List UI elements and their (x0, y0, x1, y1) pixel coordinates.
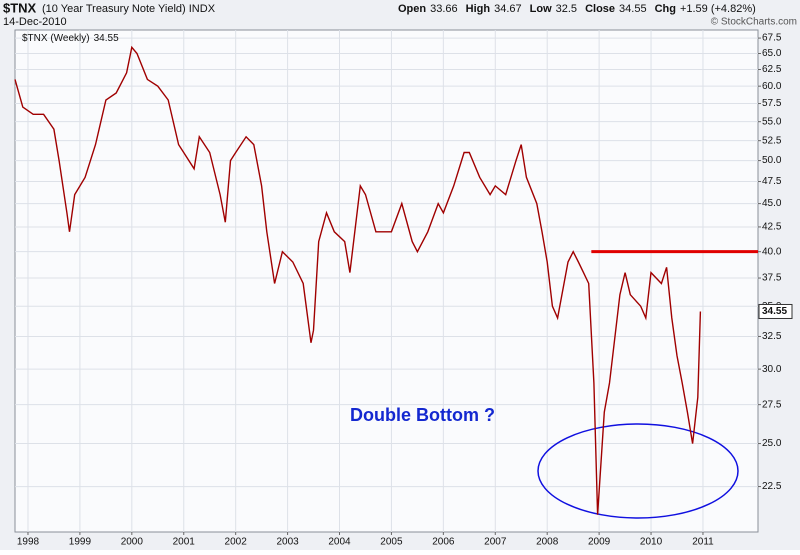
quote-label: Low (530, 3, 552, 15)
y-tick-label: 25.0 (762, 438, 782, 449)
quote-label: Chg (655, 3, 676, 15)
legend-last: 34.55 (94, 33, 119, 44)
x-tick-label: 2005 (380, 537, 403, 548)
quote-value: 33.66 (430, 3, 458, 15)
y-tick-label: 32.5 (762, 331, 782, 342)
x-tick-label: 2008 (536, 537, 559, 548)
source: © StockCharts.com (711, 17, 797, 28)
plot-area (14, 29, 759, 533)
chart-title: (10 Year Treasury Note Yield) INDX (42, 3, 216, 15)
legend-name: $TNX (Weekly) (22, 33, 90, 44)
y-tick-label: 52.5 (762, 135, 782, 146)
x-tick-label: 2011 (692, 537, 714, 548)
y-tick-label: 42.5 (762, 222, 782, 233)
y-tick-label: 22.5 (762, 481, 782, 492)
quote-label: Close (585, 3, 615, 15)
quote-value: 34.55 (619, 3, 647, 15)
annotation: Double Bottom ? (350, 405, 495, 425)
price-tag-label: 34.55 (762, 306, 787, 317)
x-tick-label: 2002 (225, 537, 248, 548)
grid-layer (15, 30, 758, 532)
y-tick-label: 67.5 (762, 33, 782, 44)
y-tick-label: 60.0 (762, 81, 782, 92)
x-tick-label: 2009 (588, 537, 611, 548)
y-tick-label: 37.5 (762, 273, 782, 284)
x-tick-label: 1998 (17, 537, 40, 548)
quote-label: High (466, 3, 491, 15)
price-tag (758, 303, 793, 319)
x-tick-label: 2004 (328, 537, 351, 548)
ellipse-annotation (537, 423, 739, 519)
quote-label: Open (398, 3, 426, 15)
y-tick-label: 50.0 (762, 155, 782, 166)
symbol: $TNX (3, 0, 37, 15)
x-tick-label: 2010 (640, 537, 663, 548)
y-tick-label: 30.0 (762, 364, 782, 375)
y-tick-label: 47.5 (762, 176, 782, 187)
y-tick-label: 57.5 (762, 98, 782, 109)
date: 14-Dec-2010 (3, 16, 67, 28)
y-tick-label: 55.0 (762, 116, 782, 127)
y-tick-label: 40.0 (762, 246, 782, 257)
x-tick-label: 2001 (173, 537, 196, 548)
y-tick-label: 45.0 (762, 198, 782, 209)
legend: $TNX (Weekly) 34.55 (22, 33, 119, 44)
x-tick-label: 2003 (276, 537, 299, 548)
y-tick-label: 27.5 (762, 399, 782, 410)
y-tick-label: 62.5 (762, 64, 782, 75)
price-line (14, 45, 702, 515)
x-tick-label: 2000 (121, 537, 144, 548)
quote-value: 34.67 (494, 3, 522, 15)
y-tick-label: 65.0 (762, 48, 782, 59)
quote: Open 33.66 High 34.67 Low 32.5 Close 34.55 Chg +1… (398, 3, 756, 15)
x-tick-label: 2007 (484, 537, 507, 548)
x-tick-label: 2006 (432, 537, 455, 548)
quote-value: +1.59 (+4.82%) (680, 3, 756, 15)
x-tick-label: 1999 (69, 537, 92, 548)
quote-value: 32.5 (556, 3, 577, 15)
